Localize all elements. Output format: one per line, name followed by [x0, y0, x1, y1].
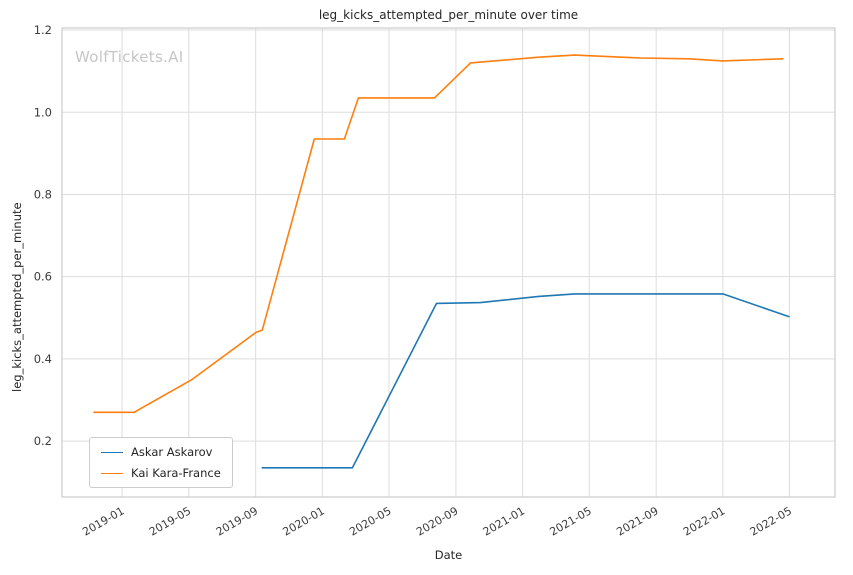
x-tick-label: 2021-05	[547, 504, 593, 538]
legend-line-swatch-blue	[101, 451, 123, 453]
x-tick-label: 2019-05	[147, 504, 193, 538]
x-tick-label: 2020-05	[347, 504, 393, 538]
legend-label: Askar Askarov	[131, 445, 213, 459]
series-line	[261, 293, 790, 469]
x-tick-label: 2022-05	[748, 504, 794, 538]
x-tick-label: 2022-01	[681, 504, 727, 538]
legend-item-kai-kara-france: Kai Kara-France	[101, 466, 221, 480]
x-tick-label: 2019-09	[214, 504, 260, 538]
legend-item-askar-askarov: Askar Askarov	[101, 445, 221, 459]
x-tick-label: 2020-09	[414, 504, 460, 538]
legend-label: Kai Kara-France	[131, 466, 221, 480]
y-tick-label: 0.8	[34, 187, 52, 201]
x-tick-label: 2020-01	[281, 504, 327, 538]
y-tick-label: 0.2	[34, 434, 52, 448]
y-axis-label: leg_kicks_attempted_per_minute	[10, 202, 24, 392]
x-tick-label: 2021-01	[481, 504, 527, 538]
x-axis-label: Date	[434, 548, 463, 562]
y-tick-label: 1.2	[34, 23, 52, 37]
chart-title: leg_kicks_attempted_per_minute over time	[318, 8, 579, 22]
plot-border	[61, 27, 836, 498]
watermark: WolfTickets.AI	[75, 48, 184, 66]
x-tick-label: 2019-01	[80, 504, 126, 538]
y-tick-label: 1.0	[34, 105, 52, 119]
x-tick-label: 2021-09	[614, 504, 660, 538]
y-tick-label: 0.4	[34, 352, 52, 366]
series-line	[93, 54, 784, 414]
legend-line-swatch-orange	[101, 472, 123, 474]
legend: Askar Askarov Kai Kara-France	[89, 437, 233, 488]
y-tick-label: 0.6	[34, 270, 52, 284]
